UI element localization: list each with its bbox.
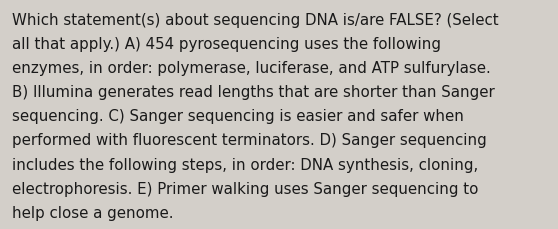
Text: help close a genome.: help close a genome. bbox=[12, 205, 174, 220]
Text: all that apply.) A) 454 pyrosequencing uses the following: all that apply.) A) 454 pyrosequencing u… bbox=[12, 37, 441, 52]
Text: includes the following steps, in order: DNA synthesis, cloning,: includes the following steps, in order: … bbox=[12, 157, 479, 172]
Text: B) Illumina generates read lengths that are shorter than Sanger: B) Illumina generates read lengths that … bbox=[12, 85, 495, 100]
Text: sequencing. C) Sanger sequencing is easier and safer when: sequencing. C) Sanger sequencing is easi… bbox=[12, 109, 464, 124]
Text: electrophoresis. E) Primer walking uses Sanger sequencing to: electrophoresis. E) Primer walking uses … bbox=[12, 181, 479, 196]
Text: enzymes, in order: polymerase, luciferase, and ATP sulfurylase.: enzymes, in order: polymerase, luciferas… bbox=[12, 61, 491, 76]
Text: Which statement(s) about sequencing DNA is/are FALSE? (Select: Which statement(s) about sequencing DNA … bbox=[12, 13, 499, 27]
Text: performed with fluorescent terminators. D) Sanger sequencing: performed with fluorescent terminators. … bbox=[12, 133, 487, 148]
